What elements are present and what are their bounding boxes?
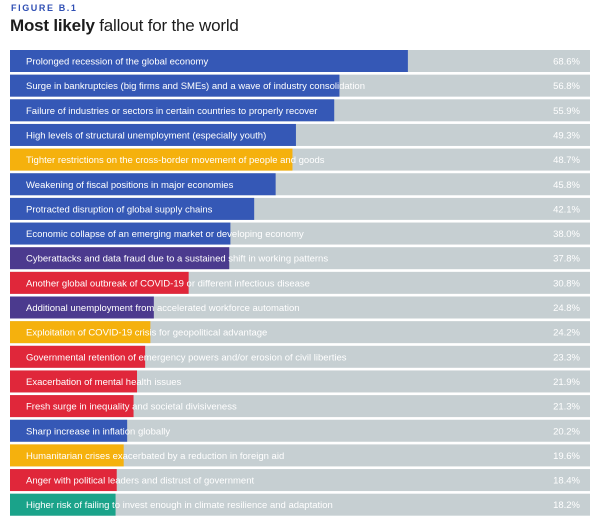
bar-category-label: Economic collapse of an emerging market … [26, 229, 304, 240]
bar [10, 123, 296, 146]
bar-track [10, 493, 590, 516]
bar-track [10, 296, 590, 319]
bar-value-label: 38.0% [553, 229, 580, 240]
bar-value-label: 30.8% [553, 278, 580, 289]
bar-track [10, 444, 590, 467]
bar-value-label: 42.1% [553, 204, 580, 215]
bar-category-label: High levels of structural unemployment (… [26, 130, 266, 141]
bar-category-label: Protracted disruption of global supply c… [26, 204, 213, 215]
bar-value-label: 23.3% [553, 352, 580, 363]
bar [10, 222, 231, 245]
bar-value-label: 24.2% [553, 328, 580, 339]
bar-track [10, 419, 590, 442]
bar-category-label: Anger with political leaders and distrus… [26, 476, 254, 487]
bar-value-label: 56.8% [553, 81, 580, 92]
bar-value-label: 20.2% [553, 426, 580, 437]
bar-value-label: 48.7% [553, 155, 580, 166]
bar [10, 395, 134, 418]
bar-value-label: 18.4% [553, 476, 580, 487]
bar-row: Cyberattacks and data fraud due to a sus… [10, 247, 590, 270]
bar-value-label: 49.3% [553, 130, 580, 141]
bar-category-label: Weakening of fiscal positions in major e… [26, 180, 234, 191]
bar-row: Protracted disruption of global supply c… [10, 197, 590, 220]
bar-track [10, 469, 590, 492]
bar-row: Fresh surge in inequality and societal d… [10, 395, 590, 418]
bar [10, 493, 116, 516]
bar-category-label: Humanitarian crises exacerbated by a red… [26, 451, 284, 462]
bar [10, 419, 128, 442]
bar-row: Exacerbation of mental health issues 21.9… [10, 370, 590, 393]
bar-category-label: Surge in bankruptcies (big firms and SME… [26, 81, 365, 92]
bar-track [10, 370, 590, 393]
bar-value-label: 19.6% [553, 451, 580, 462]
chart-title: Most likely fallout for the world [10, 16, 239, 36]
bar-value-label: 18.2% [553, 500, 580, 511]
figure-label: FIGURE B.1 [11, 3, 78, 13]
bar [10, 296, 154, 319]
bar-category-label: Failure of industries or sectors in cert… [26, 106, 317, 117]
bar-value-label: 21.9% [553, 377, 580, 388]
bar-category-label: Prolonged recession of the global econom… [26, 57, 208, 68]
bar-row: Higher risk of failing to invest enough … [10, 493, 590, 516]
bar [10, 74, 340, 97]
bar-row: Surge in bankruptcies (big firms and SME… [10, 74, 590, 97]
chart-title-rest: fallout for the world [94, 16, 239, 35]
bar [10, 444, 124, 467]
bar-category-label: Exacerbation of mental health issues [26, 377, 182, 388]
bar-row: Tighter restrictions on the cross-border… [10, 148, 590, 171]
bar [10, 197, 255, 220]
bar-value-label: 55.9% [553, 106, 580, 117]
bar-value-label: 21.3% [553, 402, 580, 413]
bar-category-label: Higher risk of failing to invest enough … [26, 500, 333, 511]
bar-track [10, 345, 590, 368]
bar-row: Weakening of fiscal positions in major e… [10, 173, 590, 196]
bar [10, 99, 335, 122]
bar-category-label: Fresh surge in inequality and societal d… [26, 402, 237, 413]
bar-value-label: 68.6% [553, 57, 580, 68]
bar-row: Anger with political leaders and distrus… [10, 469, 590, 492]
bar-row: Humanitarian crises exacerbated by a red… [10, 444, 590, 467]
bar-category-label: Cyberattacks and data fraud due to a sus… [26, 254, 328, 265]
bar [10, 173, 276, 196]
bar [10, 148, 293, 171]
bar-value-label: 37.8% [553, 254, 580, 265]
bar-row: Exploitation of COVID-19 crisis for geop… [10, 321, 590, 344]
bar-category-label: Tighter restrictions on the cross-border… [26, 155, 325, 166]
bar-category-label: Additional unemployment from accelerated… [26, 303, 300, 314]
bar-track [10, 395, 590, 418]
bar [10, 321, 151, 344]
bar-value-label: 24.8% [553, 303, 580, 314]
bar-category-label: Exploitation of COVID-19 crisis for geop… [26, 328, 267, 339]
bar [10, 469, 117, 492]
bar [10, 247, 230, 270]
bar-row: Governmental retention of emergency powe… [10, 345, 590, 368]
bar [10, 271, 189, 294]
bar-category-label: Another global outbreak of COVID-19 or d… [26, 278, 310, 289]
bar-row: Economic collapse of an emerging market … [10, 222, 590, 245]
bar-track [10, 321, 590, 344]
bar-row: Another global outbreak of COVID-19 or d… [10, 271, 590, 294]
bar-row: Sharp increase in inflation globally 20.2… [10, 419, 590, 442]
bar [10, 50, 408, 72]
bar-category-label: Governmental retention of emergency powe… [26, 352, 347, 363]
chart-title-bold: Most likely [10, 16, 95, 35]
bar-value-label: 45.8% [553, 180, 580, 191]
bar [10, 370, 138, 393]
bar-row: Additional unemployment from accelerated… [10, 296, 590, 319]
bar-row: Prolonged recession of the global econom… [10, 50, 590, 72]
bar-row: Failure of industries or sectors in cert… [10, 99, 590, 122]
bar [10, 345, 146, 368]
bar-row: High levels of structural unemployment (… [10, 123, 590, 146]
bar-category-label: Sharp increase in inflation globally [26, 426, 170, 437]
